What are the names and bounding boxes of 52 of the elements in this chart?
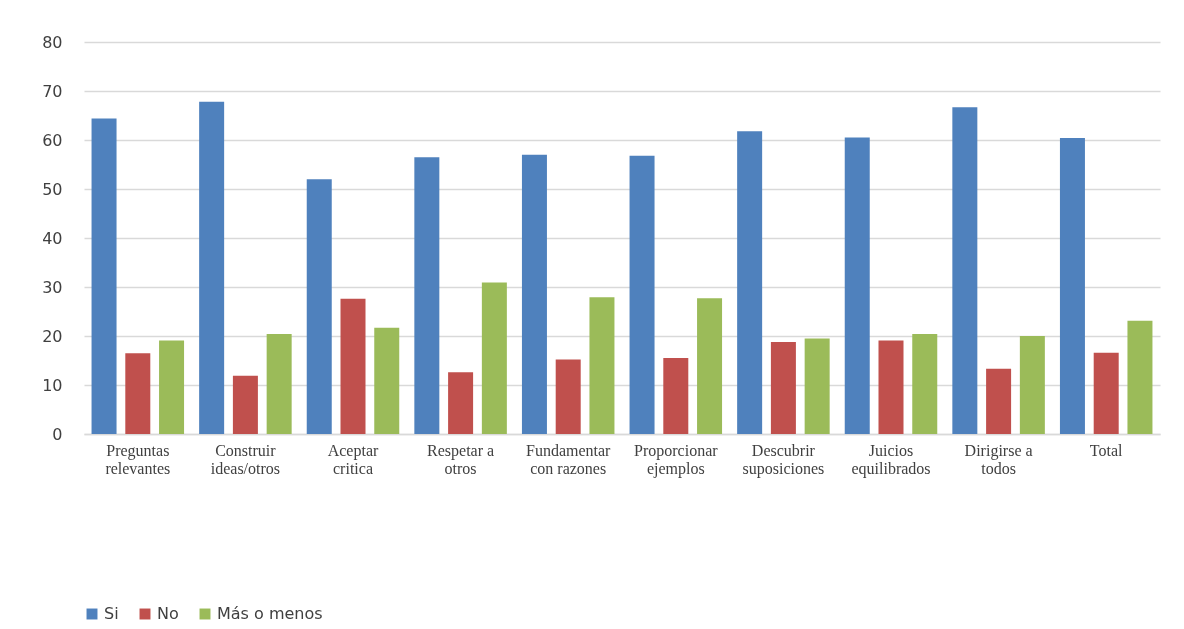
bar — [91, 118, 117, 434]
bar — [804, 338, 830, 434]
bar — [521, 154, 547, 434]
bar — [986, 368, 1012, 434]
bar — [589, 297, 615, 434]
x-tick-label: Proporcionar ejemplos — [634, 441, 719, 478]
y-tick-label: 10 — [42, 375, 63, 395]
x-tick-label: Dirigirse a todos — [964, 441, 1033, 477]
y-tick-label: 70 — [42, 81, 63, 101]
bar — [266, 334, 292, 434]
bar — [125, 353, 151, 434]
x-tick-label: Juicios equilibrados — [851, 441, 931, 478]
bar — [414, 157, 440, 434]
y-tick-label: 20 — [42, 326, 63, 346]
bar — [232, 375, 258, 434]
legend-label: Más o menos — [217, 604, 323, 623]
y-tick-label: 80 — [42, 32, 63, 52]
bar — [697, 298, 723, 434]
bar — [1019, 336, 1045, 434]
x-tick-label: Construir ideas/otros — [210, 441, 281, 477]
bar — [770, 341, 796, 434]
bar — [629, 155, 655, 434]
bar — [952, 107, 978, 434]
bar — [306, 179, 332, 434]
bar — [912, 334, 938, 434]
bar — [374, 327, 400, 434]
bar — [878, 340, 904, 434]
legend-label: Si — [104, 604, 119, 623]
y-tick-label: 50 — [42, 179, 63, 199]
x-tick-label: Fundamentar con razones — [525, 441, 612, 477]
x-tick-label: Preguntas relevantes — [105, 441, 171, 477]
bar — [199, 101, 225, 434]
x-tick-label: Respetar a otros — [427, 441, 495, 477]
bar — [340, 298, 366, 434]
bar — [663, 358, 689, 434]
bar — [737, 131, 763, 434]
x-tick-label: Total — [1089, 441, 1124, 459]
bar — [844, 137, 870, 434]
y-tick-label: 30 — [42, 277, 63, 297]
bar — [1093, 352, 1119, 434]
bar — [448, 372, 474, 434]
y-tick-label: 0 — [52, 424, 63, 444]
x-tick-label: Descubrir suposiciones — [742, 441, 825, 478]
y-tick-label: 60 — [42, 130, 63, 150]
bar — [159, 340, 185, 434]
bar — [481, 282, 507, 434]
legend-label: No — [157, 604, 179, 623]
bar — [1127, 320, 1153, 434]
bar — [1059, 138, 1085, 434]
bar — [555, 359, 581, 434]
x-tick-label: Aceptar critica — [327, 441, 379, 477]
y-tick-label: 40 — [42, 228, 63, 248]
